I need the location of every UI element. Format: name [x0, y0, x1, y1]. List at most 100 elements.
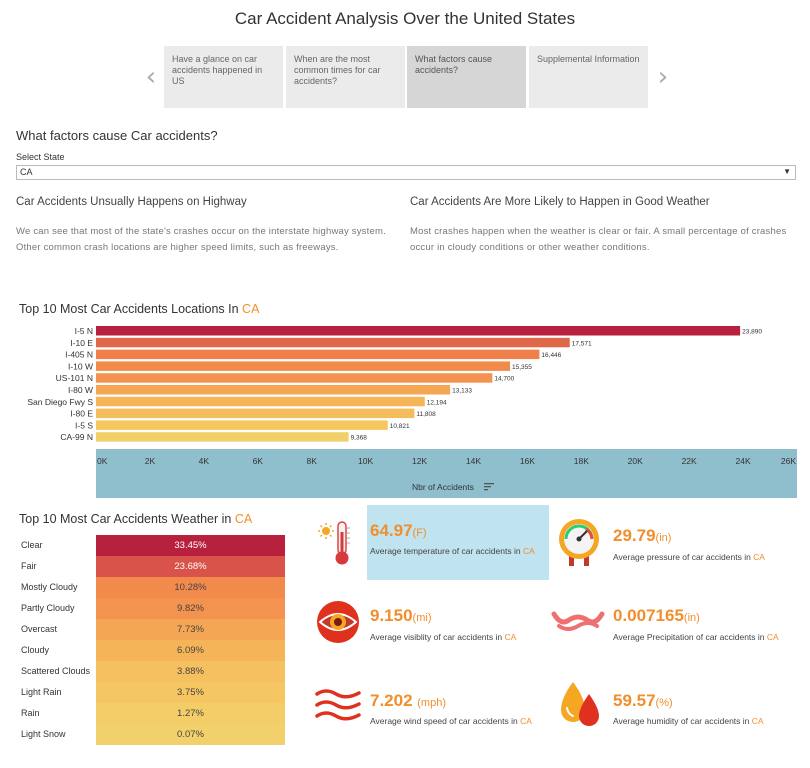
weather-row[interactable]: Scattered Clouds 3.88%: [16, 661, 286, 682]
x-tick-label: 26K: [781, 456, 796, 466]
weather-chart-state: CA: [234, 512, 253, 526]
weather-percent-cell[interactable]: 10.28%: [96, 577, 285, 598]
weather-row[interactable]: Clear 33.45%: [16, 535, 286, 556]
bar-category-label: I-80 W: [68, 385, 93, 395]
story-tab-factors[interactable]: What factors cause accidents?: [407, 46, 526, 108]
location-bar[interactable]: [96, 326, 741, 336]
humidity-drop-icon: [561, 682, 599, 726]
bar-category-label: CA-99 N: [60, 432, 93, 442]
weather-condition-label: Clear: [21, 540, 43, 550]
weather-condition-label: Rain: [21, 708, 40, 718]
bar-category-label: San Diego Fwy S: [27, 397, 93, 407]
x-tick-label: 6K: [253, 456, 264, 466]
bar-category-label: I-5 N: [75, 326, 93, 336]
bar-category-label: I-405 N: [65, 350, 93, 360]
insight-body-highway: We can see that most of the state's cras…: [16, 226, 386, 253]
location-bar[interactable]: [96, 361, 510, 371]
weather-row[interactable]: Light Rain 3.75%: [16, 682, 286, 703]
bar-value-label: 11,808: [416, 411, 436, 418]
x-tick-label: 4K: [199, 456, 210, 466]
weather-percent-cell[interactable]: 23.68%: [96, 556, 285, 577]
weather-percent-cell[interactable]: 7.73%: [96, 619, 285, 640]
weather-row[interactable]: Fair 23.68%: [16, 556, 286, 577]
location-bar[interactable]: [96, 420, 388, 430]
weather-row[interactable]: Mostly Cloudy 10.28%: [16, 577, 286, 598]
kpi-humidity-unit: (%): [655, 697, 673, 709]
weather-percent-cell[interactable]: 33.45%: [96, 535, 285, 556]
location-bar-chart: I-5 N 23,890 I-10 E 17,571 I-405 N 16,446 I-10…: [27, 326, 796, 466]
weather-row[interactable]: Cloudy 6.09%: [16, 640, 286, 661]
kpi-visibility-desc-text: Average visiblity of car accidents in: [370, 632, 505, 642]
kpi-visibility-value: 9.150(mi): [370, 606, 431, 626]
kpi-precipitation-desc: Average Precipitation of car accidents i…: [613, 631, 808, 643]
kpi-temperature-desc-text: Average temperature of car accidents in: [370, 546, 523, 556]
kpi-pressure-state: CA: [753, 552, 765, 562]
bar-value-label: 12,194: [427, 399, 447, 406]
location-bar[interactable]: [96, 349, 540, 360]
bar-value-label: 23,890: [742, 329, 762, 336]
wind-icon: [315, 689, 361, 721]
chevron-down-icon: ▼: [783, 167, 791, 176]
story-tab-supplemental[interactable]: Supplemental Information: [529, 46, 648, 108]
precipitation-wave-icon: [551, 611, 605, 631]
weather-condition-label: Fair: [21, 561, 37, 571]
weather-row[interactable]: Partly Cloudy 9.82%: [16, 598, 286, 619]
kpi-visibility-desc: Average visiblity of car accidents in CA: [370, 631, 550, 643]
kpi-humidity-desc: Average humidity of car accidents in CA: [613, 715, 803, 727]
kpi-highlight: [367, 505, 549, 580]
bar-value-label: 10,821: [390, 423, 410, 430]
weather-percent-cell[interactable]: 3.75%: [96, 682, 285, 703]
state-select-value: CA: [20, 167, 33, 177]
previous-arrow-icon[interactable]: ‹: [145, 62, 157, 92]
kpi-wind-desc-text: Average wind speed of car accidents in: [370, 716, 521, 726]
weather-percent-cell[interactable]: 0.07%: [96, 724, 285, 745]
kpi-pressure-number: 29.79: [613, 526, 656, 545]
kpi-pressure-desc: Average pressure of car accidents in CA: [613, 551, 803, 563]
kpi-humidity-state: CA: [751, 716, 764, 726]
kpi-precipitation-state: CA: [766, 632, 779, 642]
location-bar[interactable]: [96, 408, 415, 419]
weather-percent-cell[interactable]: 3.88%: [96, 661, 285, 682]
location-bar[interactable]: [96, 396, 425, 407]
kpi-temperature-number: 64.97: [370, 521, 413, 540]
x-tick-label: 0K: [97, 456, 108, 466]
kpi-precipitation-unit: (in): [683, 612, 700, 624]
state-select[interactable]: CA ▼: [16, 165, 796, 180]
kpi-visibility-unit: (mi): [412, 612, 432, 624]
weather-percent-cell[interactable]: 1.27%: [96, 703, 285, 724]
weather-row[interactable]: Overcast 7.73%: [16, 619, 286, 640]
bar-value-label: 15,355: [512, 364, 532, 371]
kpi-wind-desc: Average wind speed of car accidents in C…: [370, 715, 550, 727]
kpi-pressure-unit: (in): [655, 532, 672, 544]
x-tick-label: 12K: [412, 456, 427, 466]
x-tick-label: 10K: [358, 456, 373, 466]
kpi-humidity-number: 59.57: [613, 691, 656, 710]
location-bar[interactable]: [96, 337, 570, 348]
weather-condition-label: Overcast: [21, 624, 58, 634]
weather-percent-cell[interactable]: 9.82%: [96, 598, 285, 619]
story-tab-times[interactable]: When are the most common times for car a…: [286, 46, 405, 108]
kpi-temperature-desc: Average temperature of car accidents in …: [370, 545, 545, 557]
bar-category-label: US-101 N: [56, 373, 93, 383]
bar-value-label: 16,446: [541, 352, 561, 359]
bar-value-label: 17,571: [572, 340, 592, 347]
location-chart-state: CA: [242, 302, 260, 316]
location-bar[interactable]: [96, 373, 493, 383]
kpi-wind-unit: (mph): [417, 697, 446, 709]
weather-row[interactable]: Rain 1.27%: [16, 703, 286, 724]
weather-condition-label: Partly Cloudy: [21, 603, 75, 613]
dashboard-title: Car Accident Analysis Over the United St…: [234, 9, 576, 28]
sort-icon[interactable]: [484, 483, 494, 491]
x-tick-label: 18K: [574, 456, 589, 466]
weather-chart-title: Top 10 Most Car Accidents Weather in CA: [19, 512, 252, 526]
story-tab-overview[interactable]: Have a glance on car accidents happened …: [164, 46, 283, 108]
weather-condition-label: Light Snow: [21, 729, 66, 739]
bar-category-label: I-10 E: [70, 338, 93, 348]
thermometer-icon: [318, 521, 350, 565]
location-bar[interactable]: [96, 385, 451, 395]
weather-condition-label: Cloudy: [21, 645, 50, 655]
next-arrow-icon[interactable]: ›: [657, 62, 669, 92]
weather-row[interactable]: Light Snow 0.07%: [16, 724, 286, 745]
location-bar[interactable]: [96, 432, 349, 442]
weather-percent-cell[interactable]: 6.09%: [96, 640, 285, 661]
